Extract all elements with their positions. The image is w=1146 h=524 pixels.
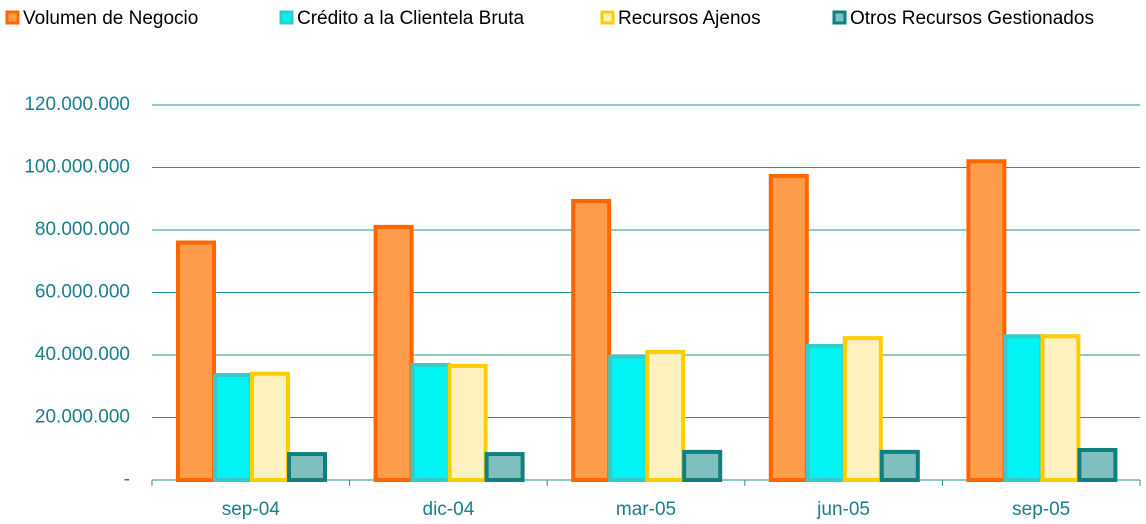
legend-label: Crédito a la Clientela Bruta [297, 8, 524, 29]
legend-swatch [832, 10, 847, 25]
x-tick-label: jun-05 [816, 499, 870, 520]
bar [768, 173, 809, 482]
y-tick-label: 120.000.000 [24, 94, 130, 115]
y-tick-label: 80.000.000 [35, 219, 130, 240]
legend-label: Otros Recursos Gestionados [850, 8, 1094, 29]
y-tick-label: 20.000.000 [35, 407, 130, 428]
bar [966, 159, 1007, 482]
y-tick-label: 60.000.000 [35, 282, 130, 303]
bar [571, 198, 612, 482]
legend-swatch [600, 10, 615, 25]
bar [1040, 334, 1081, 482]
bar [1003, 334, 1044, 482]
bar [373, 224, 414, 482]
bar [879, 449, 920, 482]
x-tick-label: dic-04 [423, 499, 475, 520]
bar [608, 354, 649, 482]
bar [287, 452, 327, 482]
legend-label: Volumen de Negocio [23, 8, 198, 29]
x-tick-label: sep-04 [222, 499, 281, 520]
y-tick-label: 100.000.000 [24, 157, 130, 178]
bar [1077, 448, 1118, 482]
bar [805, 343, 846, 482]
y-tick-label: 40.000.000 [35, 344, 130, 365]
x-tick-label: mar-05 [616, 499, 676, 520]
bar [213, 373, 253, 482]
bar [645, 349, 686, 482]
legend-swatch [5, 10, 20, 25]
bar [250, 371, 290, 482]
bar [682, 449, 723, 482]
legend-label: Recursos Ajenos [618, 8, 761, 29]
legend-swatch [279, 10, 294, 25]
x-tick-label: sep-05 [1012, 499, 1070, 520]
bar [410, 363, 451, 482]
bar [842, 336, 883, 482]
bar [447, 363, 488, 482]
y-tick-label: - [124, 469, 130, 490]
bar [484, 452, 525, 482]
bar [176, 240, 216, 482]
